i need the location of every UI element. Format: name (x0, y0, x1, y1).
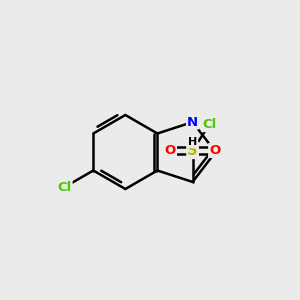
Text: O: O (165, 144, 176, 157)
Text: H: H (188, 137, 197, 147)
Text: Cl: Cl (202, 118, 216, 131)
Text: N: N (187, 116, 198, 129)
Text: Cl: Cl (57, 181, 72, 194)
Text: O: O (209, 144, 220, 157)
Text: S: S (187, 143, 198, 158)
